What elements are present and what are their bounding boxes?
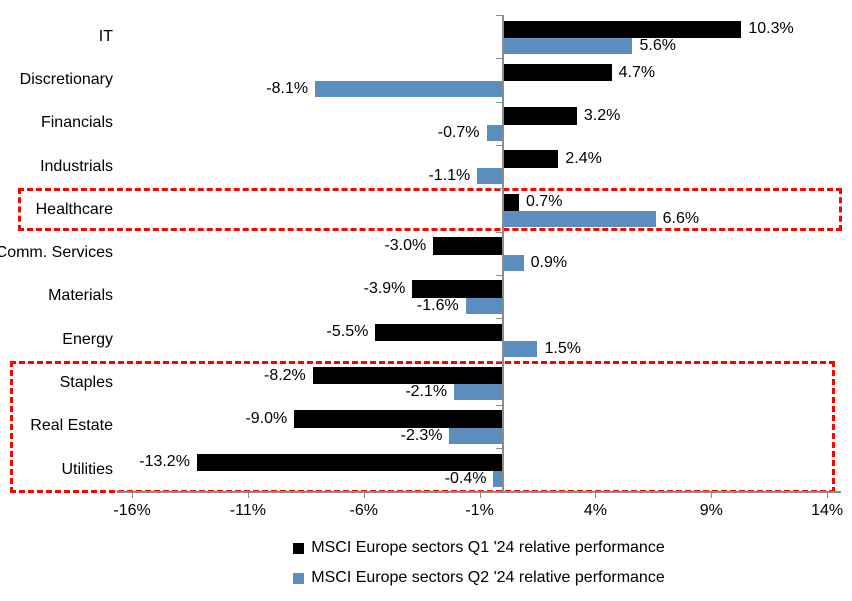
q2-bar-8 bbox=[454, 384, 503, 401]
value-label: 3.2% bbox=[583, 106, 621, 124]
category-label-healthcare: Healthcare bbox=[35, 200, 113, 218]
q2-bar-7 bbox=[502, 341, 538, 358]
legend: MSCI Europe sectors Q1 '24 relative perf… bbox=[117, 533, 841, 593]
x-axis-tick bbox=[363, 491, 365, 499]
category-label-energy: Energy bbox=[62, 330, 113, 348]
y-axis-tick bbox=[495, 274, 503, 276]
value-label: 4.7% bbox=[618, 63, 656, 81]
value-label: -8.2% bbox=[263, 366, 306, 384]
value-label: 6.6% bbox=[662, 210, 700, 228]
q2-bar-4 bbox=[502, 211, 656, 228]
y-axis-tick bbox=[495, 15, 503, 16]
x-axis-tick bbox=[247, 491, 249, 499]
value-label: 0.7% bbox=[525, 193, 563, 211]
value-label: -3.0% bbox=[384, 236, 427, 254]
value-label: -1.1% bbox=[428, 166, 471, 184]
legend-item-q2: MSCI Europe sectors Q2 '24 relative perf… bbox=[293, 563, 665, 593]
value-label: -8.1% bbox=[266, 80, 309, 98]
category-label-industrials: Industrials bbox=[40, 157, 113, 175]
x-tick-label: 9% bbox=[699, 502, 723, 520]
category-label-discretionary: Discretionary bbox=[19, 70, 113, 88]
value-label: 0.9% bbox=[530, 253, 568, 271]
legend-label-q1: MSCI Europe sectors Q1 '24 relative perf… bbox=[311, 539, 665, 556]
value-label: -0.7% bbox=[437, 123, 480, 141]
value-label: -1.6% bbox=[416, 296, 459, 314]
category-label-it: IT bbox=[98, 27, 113, 45]
value-label: 10.3% bbox=[748, 20, 794, 38]
category-label-financials: Financials bbox=[40, 114, 113, 132]
q2-bar-6 bbox=[465, 297, 503, 314]
value-label: -3.9% bbox=[363, 280, 406, 298]
category-label-comm-services: Comm. Services bbox=[0, 244, 113, 262]
legend-item-q1: MSCI Europe sectors Q1 '24 relative perf… bbox=[293, 533, 665, 563]
y-axis-line bbox=[501, 15, 504, 492]
highlight-box-healthcare bbox=[18, 187, 842, 232]
y-axis-tick bbox=[495, 404, 503, 406]
y-axis-tick bbox=[495, 144, 503, 146]
x-axis-tick bbox=[132, 491, 134, 499]
q2-bar-10 bbox=[493, 471, 503, 487]
x-axis-tick bbox=[479, 491, 481, 499]
q1-bar-9 bbox=[294, 410, 503, 428]
q2-series-swatch-icon bbox=[293, 572, 305, 584]
x-tick-label: 4% bbox=[583, 502, 607, 520]
q1-bar-4 bbox=[502, 193, 519, 212]
y-axis-tick bbox=[495, 188, 503, 190]
y-axis-tick bbox=[495, 231, 503, 233]
x-tick-label: -16% bbox=[113, 502, 151, 520]
x-axis-line bbox=[117, 491, 841, 494]
legend-label-q2: MSCI Europe sectors Q2 '24 relative perf… bbox=[311, 569, 665, 586]
q1-bar-1 bbox=[502, 63, 612, 82]
value-label: -2.1% bbox=[405, 383, 448, 401]
category-label-staples: Staples bbox=[59, 374, 113, 392]
q1-bar-6 bbox=[412, 280, 503, 298]
x-tick-label: 14% bbox=[811, 502, 844, 520]
q2-bar-2 bbox=[486, 124, 503, 141]
x-tick-label: -6% bbox=[349, 502, 378, 520]
q1-bar-5 bbox=[433, 237, 503, 255]
x-axis-tick bbox=[595, 491, 597, 499]
category-label-materials: Materials bbox=[48, 287, 113, 305]
value-label: -0.4% bbox=[444, 470, 487, 487]
category-label-real-estate: Real Estate bbox=[30, 417, 113, 435]
q1-bar-10 bbox=[196, 453, 503, 471]
category-label-utilities: Utilities bbox=[61, 460, 113, 478]
x-axis-tick bbox=[711, 491, 713, 499]
value-label: -9.0% bbox=[245, 409, 288, 427]
q2-bar-9 bbox=[449, 427, 503, 444]
q1-series-swatch-icon bbox=[293, 542, 305, 554]
q1-bar-2 bbox=[502, 107, 577, 125]
x-axis-tick bbox=[827, 491, 829, 499]
value-label: -2.3% bbox=[400, 426, 443, 444]
value-label: 5.6% bbox=[639, 37, 676, 54]
value-label: -13.2% bbox=[139, 453, 190, 471]
q1-bar-3 bbox=[502, 150, 559, 168]
value-label: -5.5% bbox=[326, 323, 369, 341]
y-axis-tick bbox=[495, 448, 503, 449]
y-axis-tick bbox=[495, 318, 503, 320]
x-tick-label: -1% bbox=[465, 502, 494, 520]
q1-bar-0 bbox=[502, 20, 742, 38]
q1-bar-8 bbox=[312, 366, 503, 385]
value-label: 1.5% bbox=[544, 340, 581, 358]
q2-bar-5 bbox=[502, 254, 524, 271]
y-axis-tick bbox=[495, 101, 503, 103]
y-axis-tick bbox=[495, 361, 503, 363]
x-tick-label: -11% bbox=[229, 502, 266, 520]
y-axis-tick bbox=[495, 58, 503, 60]
q1-bar-7 bbox=[375, 323, 503, 342]
value-label: 2.4% bbox=[565, 150, 602, 168]
q2-bar-1 bbox=[315, 81, 503, 98]
q2-bar-0 bbox=[502, 38, 633, 54]
q2-bar-3 bbox=[477, 167, 503, 184]
